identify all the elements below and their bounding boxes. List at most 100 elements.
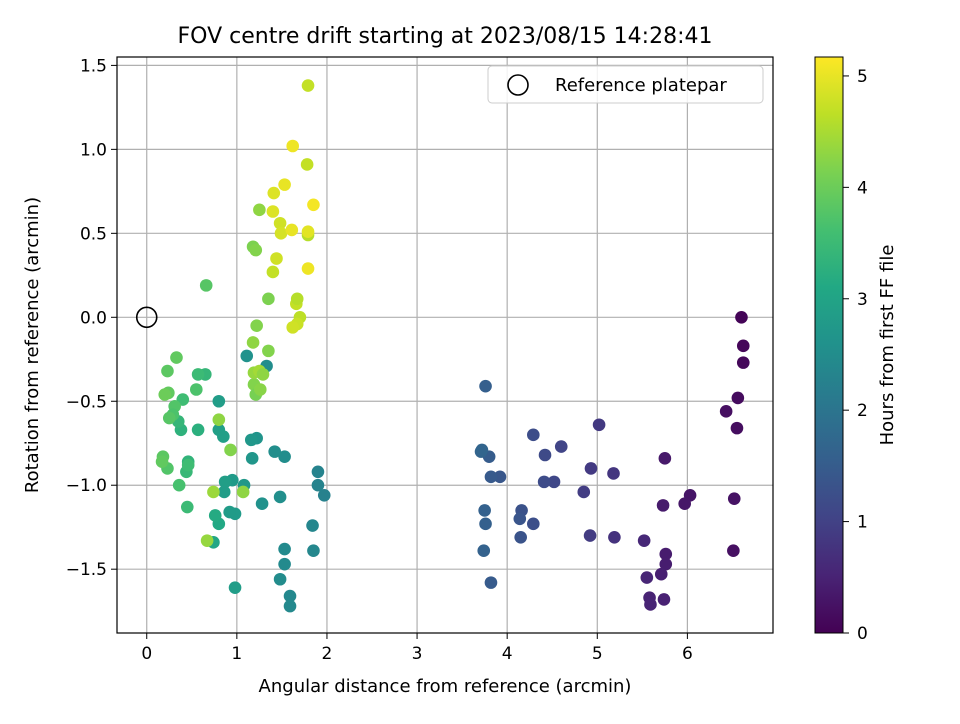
data-point bbox=[290, 292, 304, 306]
data-point bbox=[256, 368, 270, 381]
data-point bbox=[735, 310, 748, 324]
data-point bbox=[538, 448, 552, 462]
data-point bbox=[554, 440, 568, 453]
x-tick-label: 2 bbox=[322, 644, 333, 664]
data-point bbox=[659, 557, 673, 571]
data-point bbox=[262, 344, 275, 358]
data-point bbox=[547, 475, 561, 489]
colorbar-ticks: 0 1 2 3 4 5 bbox=[843, 67, 868, 644]
data-point bbox=[479, 379, 492, 393]
data-point bbox=[189, 383, 203, 396]
y-tick-label: −0.5 bbox=[66, 392, 107, 412]
data-point bbox=[306, 519, 319, 532]
data-point bbox=[212, 394, 226, 408]
data-point bbox=[658, 452, 672, 465]
data-point bbox=[283, 589, 297, 603]
data-point bbox=[267, 186, 281, 200]
data-point bbox=[191, 368, 205, 381]
data-point bbox=[158, 388, 172, 401]
data-point bbox=[731, 391, 745, 405]
legend: Reference platepar bbox=[487, 65, 764, 104]
data-point bbox=[608, 530, 621, 544]
data-point bbox=[278, 178, 291, 191]
data-point bbox=[537, 475, 551, 489]
data-point bbox=[307, 544, 320, 558]
data-point bbox=[730, 421, 744, 435]
data-point bbox=[236, 485, 250, 499]
data-point bbox=[274, 227, 288, 240]
data-point bbox=[266, 205, 280, 218]
colorbar-tick-label: 5 bbox=[857, 67, 868, 87]
data-point bbox=[592, 418, 606, 432]
colorbar-tick-label: 2 bbox=[857, 401, 868, 421]
data-point bbox=[285, 223, 299, 237]
data-point bbox=[727, 544, 740, 558]
data-point bbox=[736, 339, 750, 353]
data-point bbox=[283, 599, 297, 613]
x-tick-label: 0 bbox=[141, 644, 152, 664]
data-point bbox=[657, 593, 671, 606]
data-point bbox=[311, 478, 325, 492]
data-point bbox=[270, 252, 283, 265]
y-tick-label: 0.0 bbox=[80, 308, 107, 328]
x-axis-label: Angular distance from reference (arcmin) bbox=[259, 676, 632, 697]
data-point bbox=[736, 356, 750, 369]
data-points bbox=[155, 79, 750, 613]
colorbar-tick-label: 4 bbox=[857, 178, 868, 198]
data-point bbox=[607, 467, 620, 480]
x-tick-label: 1 bbox=[231, 644, 242, 664]
x-tick-label: 3 bbox=[412, 644, 423, 664]
data-point bbox=[217, 485, 231, 499]
data-point bbox=[250, 319, 263, 332]
data-point bbox=[240, 349, 254, 363]
data-point bbox=[278, 542, 291, 556]
x-tick-label: 6 bbox=[682, 644, 693, 664]
reference-marker bbox=[135, 306, 158, 329]
data-point bbox=[245, 452, 259, 465]
colorbar-label: Hours from first FF file bbox=[877, 245, 898, 446]
data-point bbox=[479, 517, 492, 531]
data-point bbox=[478, 504, 491, 517]
reference-point bbox=[135, 306, 158, 329]
data-point bbox=[212, 413, 226, 427]
x-axis-ticks: 0 1 2 3 4 5 6 bbox=[141, 633, 693, 664]
colorbar: 0 1 2 3 4 5 Hours from first FF file bbox=[814, 56, 898, 644]
data-point bbox=[527, 428, 540, 442]
data-point bbox=[162, 411, 176, 425]
data-point bbox=[228, 581, 242, 594]
y-tick-label: −1.0 bbox=[66, 476, 107, 496]
data-point bbox=[161, 364, 174, 378]
x-tick-label: 5 bbox=[592, 644, 603, 664]
data-point bbox=[255, 497, 269, 510]
data-point bbox=[477, 544, 491, 558]
data-point bbox=[273, 572, 287, 586]
data-point bbox=[493, 470, 507, 484]
data-point bbox=[513, 512, 527, 526]
data-point bbox=[212, 423, 226, 437]
data-point bbox=[644, 598, 657, 611]
data-point bbox=[719, 405, 733, 418]
data-point bbox=[656, 499, 670, 512]
colorbar-tick-label: 0 bbox=[857, 624, 868, 644]
data-point bbox=[727, 492, 741, 505]
data-point bbox=[223, 505, 236, 519]
data-point bbox=[307, 198, 320, 212]
data-point bbox=[659, 547, 673, 561]
data-point bbox=[266, 265, 280, 279]
data-point bbox=[208, 509, 222, 522]
data-point bbox=[262, 292, 275, 306]
data-point bbox=[200, 534, 214, 547]
data-point bbox=[253, 203, 266, 217]
data-point bbox=[527, 517, 540, 531]
legend-label: Reference platepar bbox=[555, 75, 727, 96]
legend-box bbox=[487, 65, 764, 104]
data-point bbox=[583, 529, 597, 542]
data-point bbox=[246, 336, 260, 349]
data-point bbox=[155, 455, 169, 469]
data-point bbox=[577, 485, 591, 499]
data-point bbox=[300, 158, 314, 171]
data-point bbox=[640, 571, 654, 584]
data-point bbox=[224, 443, 237, 457]
data-point bbox=[180, 500, 194, 514]
